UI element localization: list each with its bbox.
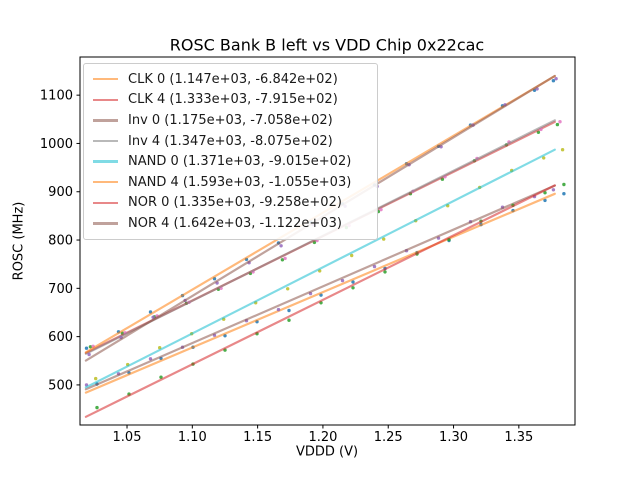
x-tick-label: 1.30 xyxy=(439,430,468,445)
legend-line-swatch xyxy=(93,181,118,184)
scatter-point-nor-0 xyxy=(351,286,355,290)
legend-item-nand-4: NAND 4 (1.593e+03, -1.055e+03) xyxy=(93,172,368,193)
scatter-point-clk-4 xyxy=(88,345,93,349)
legend-item-nand-0: NAND 0 (1.371e+03, -9.015e+02) xyxy=(93,151,368,172)
x-tick-label: 1.05 xyxy=(113,430,142,445)
fit-line-nand-0 xyxy=(84,148,556,389)
legend-item-nor-4: NOR 4 (1.642e+03, -1.122e+03) xyxy=(93,213,368,234)
scatter-point-nor-0 xyxy=(159,375,163,379)
legend-line-swatch xyxy=(93,98,118,102)
x-tick-label: 1.20 xyxy=(308,430,337,445)
legend-item-inv-4: Inv 4 (1.347e+03, -8.075e+02) xyxy=(93,131,368,152)
legend-label: NOR 0 (1.335e+03, -9.258e+02) xyxy=(128,195,342,211)
scatter-point-clk-0 xyxy=(562,192,566,196)
scatter-point-inv-4 xyxy=(558,120,562,124)
y-tick-label: 900 xyxy=(48,185,73,200)
scatter-point-clk-4 xyxy=(280,258,285,262)
scatter-point-clk-4 xyxy=(555,122,560,127)
fit-line-clk-0 xyxy=(84,192,556,394)
scatter-point-clk-0 xyxy=(287,308,291,313)
x-tick-label: 1.25 xyxy=(374,430,403,445)
scatter-point-clk-0 xyxy=(543,198,547,203)
legend-label: CLK 4 (1.333e+03, -7.915e+02) xyxy=(128,92,338,108)
scatter-point-nand-0 xyxy=(94,376,98,381)
x-tick-label: 1.10 xyxy=(178,430,207,445)
scatter-point-clk-0 xyxy=(351,280,355,284)
scatter-point-nand-4 xyxy=(84,346,89,350)
legend-item-nor-0: NOR 0 (1.335e+03, -9.258e+02) xyxy=(93,193,368,214)
scatter-point-nor-0 xyxy=(383,270,387,274)
y-tick-label: 1100 xyxy=(40,89,73,104)
legend-item-clk-0: CLK 0 (1.147e+03, -6.842e+02) xyxy=(93,69,368,90)
fit-line-nor-0 xyxy=(84,184,556,418)
scatter-point-nand-0 xyxy=(542,156,546,160)
scatter-point-nor-0 xyxy=(95,405,99,410)
y-tick-label: 1000 xyxy=(40,137,73,152)
legend-item-clk-4: CLK 4 (1.333e+03, -7.915e+02) xyxy=(93,90,368,111)
x-axis-label: VDDD (V) xyxy=(295,444,359,460)
scatter-point-inv-0 xyxy=(551,188,556,192)
legend-line-swatch xyxy=(93,160,118,163)
scatter-point-inv-0 xyxy=(276,307,281,312)
x-tick-label: 1.15 xyxy=(243,430,272,445)
chart-title: ROSC Bank B left vs VDD Chip 0x22cac xyxy=(169,35,485,55)
y-tick-label: 800 xyxy=(48,234,73,249)
legend: CLK 0 (1.147e+03, -6.842e+02) CLK 4 (1.33… xyxy=(83,63,378,240)
legend-label: NAND 0 (1.371e+03, -9.015e+02) xyxy=(128,154,352,170)
legend-label: NAND 4 (1.593e+03, -1.055e+03) xyxy=(128,174,352,190)
y-tick-label: 700 xyxy=(48,282,73,297)
legend-line-swatch xyxy=(93,119,118,122)
scatter-point-nand-0 xyxy=(350,253,354,258)
legend-label: NOR 4 (1.642e+03, -1.122e+03) xyxy=(128,215,342,231)
scatter-point-nand-0 xyxy=(560,148,565,152)
scatter-point-nand-4 xyxy=(551,79,556,83)
legend-line-swatch xyxy=(93,201,118,205)
scatter-point-nand-0 xyxy=(382,237,386,241)
scatter-point-nor-4 xyxy=(554,77,558,81)
y-tick-label: 600 xyxy=(48,330,73,345)
legend-label: CLK 0 (1.147e+03, -6.842e+02) xyxy=(128,71,338,87)
axes-frame xyxy=(79,56,576,426)
legend-label: Inv 4 (1.347e+03, -8.075e+02) xyxy=(128,133,333,149)
scatter-point-nor-0 xyxy=(562,182,566,187)
scatter-point-inv-0 xyxy=(148,357,153,361)
fit-line-inv-0 xyxy=(84,184,556,391)
scatter-point-nor-0 xyxy=(287,318,291,322)
legend-line-swatch xyxy=(93,222,118,225)
legend-line-swatch xyxy=(93,139,118,143)
legend-line-swatch xyxy=(93,78,118,81)
scatter-point-nand-0 xyxy=(286,287,290,291)
scatter-point-inv-4 xyxy=(283,256,287,261)
y-tick-label: 500 xyxy=(48,378,73,393)
legend-item-inv-0: Inv 0 (1.175e+03, -7.058e+02) xyxy=(93,110,368,131)
scatter-point-inv-0 xyxy=(372,264,377,269)
scatter-point-nor-4 xyxy=(279,244,283,248)
scatter-point-nor-4 xyxy=(87,352,91,357)
scatter-point-inv-0 xyxy=(340,278,345,283)
x-tick-label: 1.35 xyxy=(504,430,533,445)
scatter-point-inv-4 xyxy=(379,207,383,212)
y-axis-label: ROSC (MHz) xyxy=(11,201,27,281)
legend-label: Inv 0 (1.175e+03, -7.058e+02) xyxy=(128,112,333,128)
